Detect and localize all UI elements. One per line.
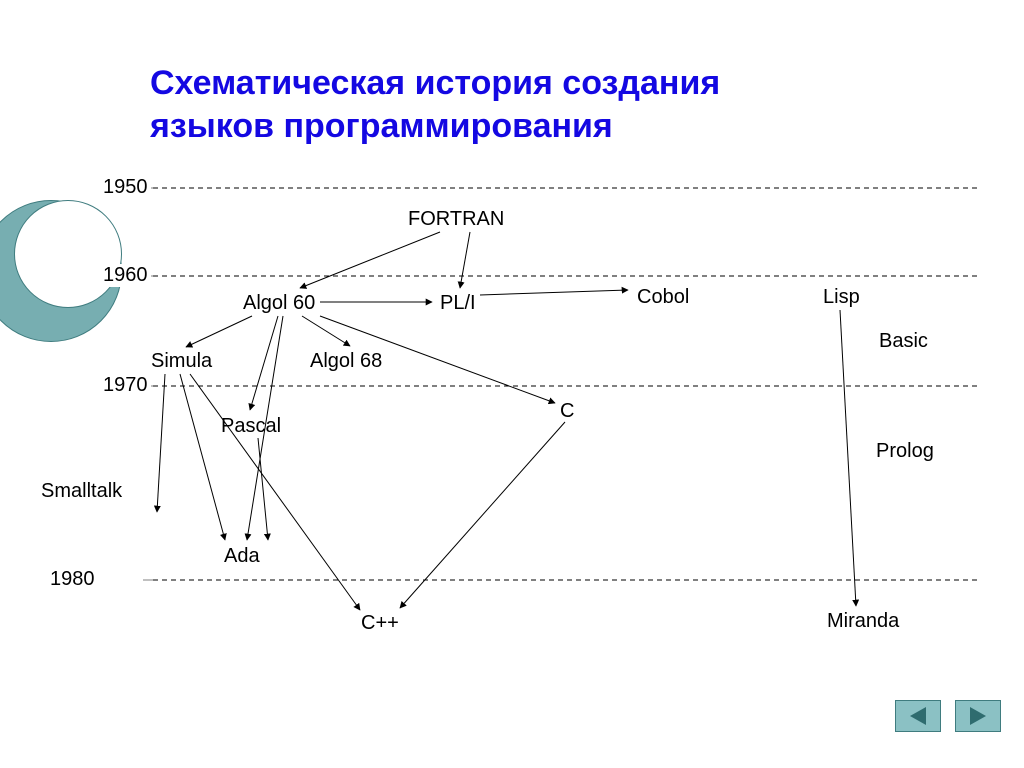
arrow-left-icon: [910, 707, 926, 725]
next-button[interactable]: [955, 700, 1001, 732]
year-1950: 1950: [100, 176, 151, 199]
node-algol68: Algol 68: [310, 350, 382, 373]
node-algol60: Algol 60: [243, 292, 315, 315]
year-1980: 1980: [47, 568, 98, 591]
prev-button[interactable]: [895, 700, 941, 732]
slide-title: Схематическая история создания языков пр…: [150, 62, 720, 147]
node-ada: Ada: [224, 545, 260, 568]
year-1960: 1960: [100, 264, 151, 287]
node-miranda: Miranda: [827, 610, 899, 633]
decor-inner-circle: [14, 200, 122, 308]
node-pli: PL/I: [440, 292, 476, 315]
node-cobol: Cobol: [637, 286, 689, 309]
title-line-2: языков программирования: [150, 105, 720, 148]
node-c: C: [560, 400, 574, 423]
node-cpp: C++: [361, 612, 399, 635]
slide: Схематическая история создания языков пр…: [0, 0, 1024, 768]
node-smalltalk: Smalltalk: [41, 480, 122, 503]
node-simula: Simula: [151, 350, 212, 373]
title-line-1: Схематическая история создания: [150, 62, 720, 105]
node-basic: Basic: [879, 330, 928, 353]
node-lisp: Lisp: [823, 286, 860, 309]
node-prolog: Prolog: [876, 440, 934, 463]
arrow-right-icon: [970, 707, 986, 725]
node-fortran: FORTRAN: [408, 208, 504, 231]
node-pascal: Pascal: [221, 415, 281, 438]
year-1970: 1970: [100, 374, 151, 397]
